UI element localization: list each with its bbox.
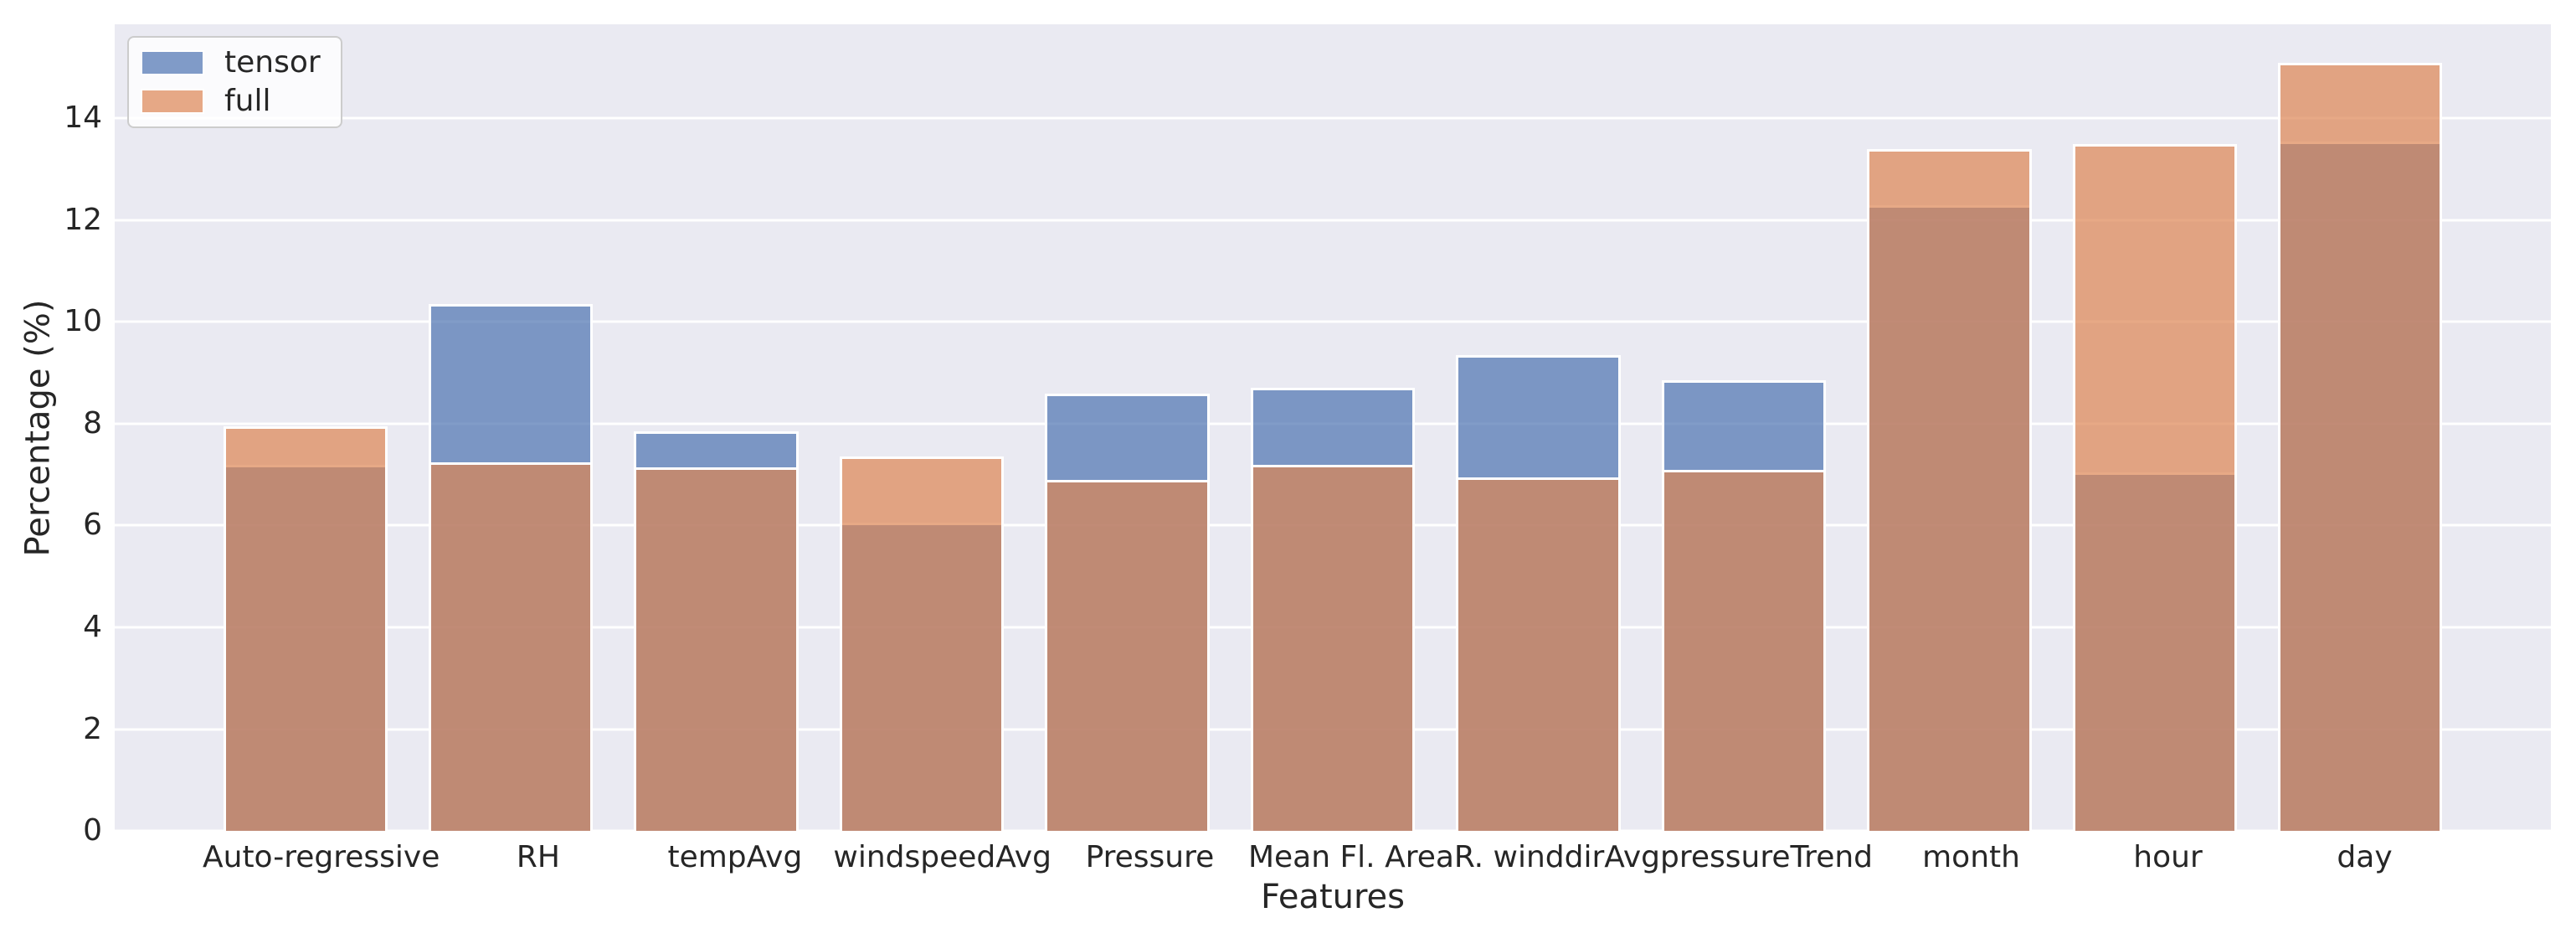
grid-line-y10 bbox=[115, 320, 2551, 323]
bar-slot-month bbox=[1847, 24, 2052, 831]
x-tick-label-pressureTrend: pressureTrend bbox=[1659, 840, 1874, 874]
plot-area bbox=[115, 24, 2551, 833]
bar-full-hour bbox=[2072, 143, 2237, 831]
bar-slot-Mean Fl. Area bbox=[1230, 24, 1435, 831]
x-tick-label-Mean Fl. Area: Mean Fl. Area bbox=[1247, 840, 1454, 874]
legend-item-full: full bbox=[141, 86, 321, 116]
y-tick-label-14: 14 bbox=[64, 101, 102, 136]
grid-line-y0 bbox=[115, 829, 2551, 833]
bar-full-month bbox=[1867, 148, 2032, 831]
bar-full-R. winddirAvg bbox=[1456, 477, 1621, 831]
bar-slot-R. winddirAvg bbox=[1436, 24, 1641, 831]
bar-full-pressureTrend bbox=[1661, 469, 1827, 831]
bar-full-Auto-regressive bbox=[223, 425, 388, 831]
legend-item-tensor: tensor bbox=[141, 48, 321, 78]
bar-full-day bbox=[2278, 62, 2443, 831]
bar-full-tempAvg bbox=[634, 467, 799, 831]
x-tick-label-windspeedAvg: windspeedAvg bbox=[833, 840, 1051, 874]
x-axis-tick-labels: Auto-regressive RH tempAvg windspeedAvg Pres… bbox=[115, 841, 2551, 874]
x-tick-label-month: month bbox=[1922, 840, 2020, 874]
y-tick-label-12: 12 bbox=[64, 202, 102, 237]
x-tick-label-Pressure: Pressure bbox=[1085, 840, 1215, 874]
bar-slot-day bbox=[2258, 24, 2463, 831]
y-tick-label-2: 2 bbox=[83, 711, 102, 746]
bar-slot-RH bbox=[408, 24, 613, 831]
legend: tensor full bbox=[127, 36, 342, 128]
bars-layer bbox=[115, 24, 2551, 831]
x-axis-title: Features bbox=[1261, 878, 1405, 916]
bar-full-RH bbox=[428, 461, 594, 831]
y-axis-title-wrap: Percentage (%) bbox=[0, 24, 75, 831]
x-tick-label-Auto-regressive: Auto-regressive bbox=[203, 840, 440, 874]
bar-slot-pressureTrend bbox=[1641, 24, 1846, 831]
bar-slot-Pressure bbox=[1025, 24, 1230, 831]
bar-full-windspeedAvg bbox=[839, 456, 1005, 831]
y-axis-tick-labels: 0 2 4 6 8 10 12 14 bbox=[0, 24, 102, 846]
y-tick-label-0: 0 bbox=[83, 813, 102, 848]
x-tick-label-R. winddirAvg: R. winddirAvg bbox=[1453, 840, 1660, 874]
x-tick-label-RH: RH bbox=[516, 840, 560, 874]
legend-swatch-full bbox=[141, 89, 204, 114]
legend-label-tensor: tensor bbox=[224, 45, 321, 80]
x-tick-label-day: day bbox=[2337, 840, 2393, 874]
bar-full-Mean Fl. Area bbox=[1250, 464, 1416, 831]
x-tick-label-tempAvg: tempAvg bbox=[667, 840, 803, 874]
bar-slot-tempAvg bbox=[614, 24, 819, 831]
y-tick-label-4: 4 bbox=[83, 609, 102, 644]
y-axis-title: Percentage (%) bbox=[18, 299, 58, 556]
bar-slot-windspeedAvg bbox=[819, 24, 1024, 831]
bar-full-Pressure bbox=[1045, 479, 1210, 831]
legend-label-full: full bbox=[224, 84, 271, 118]
x-tick-label-hour: hour bbox=[2133, 840, 2203, 874]
grid-line-y14 bbox=[115, 116, 2551, 120]
y-tick-label-6: 6 bbox=[83, 508, 102, 543]
bar-slot-hour bbox=[2052, 24, 2257, 831]
bar-slot-Auto-regressive bbox=[203, 24, 408, 831]
grid-line-y12 bbox=[115, 219, 2551, 222]
y-tick-label-8: 8 bbox=[83, 405, 102, 441]
legend-swatch-tensor bbox=[141, 50, 204, 75]
y-tick-label-10: 10 bbox=[64, 304, 102, 339]
